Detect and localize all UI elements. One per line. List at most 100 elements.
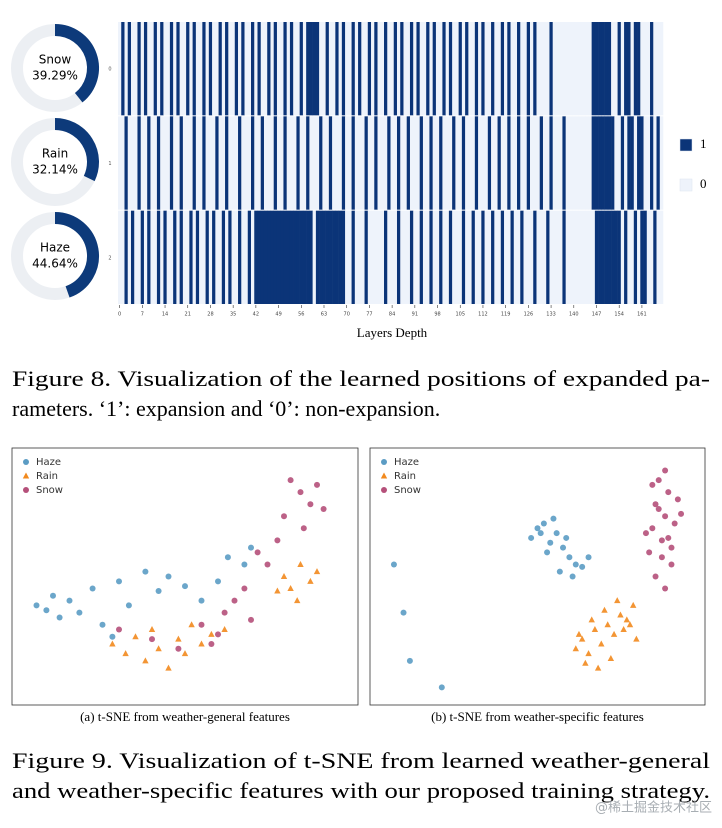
heatmap-cell — [637, 116, 641, 210]
heatmap-cell — [474, 116, 479, 210]
heatmap-cell — [309, 116, 313, 210]
heatmap-cell — [267, 210, 271, 304]
heatmap-cell — [396, 22, 401, 116]
heatmap-cell — [565, 22, 570, 116]
heatmap-cell — [286, 22, 291, 116]
heatmap-cell — [189, 210, 193, 304]
heatmap-cell — [299, 210, 304, 304]
heatmap-cell — [419, 210, 424, 304]
heatmap-cell — [315, 116, 320, 210]
point — [665, 489, 672, 496]
heatmap-cell — [555, 116, 560, 210]
heatmap-cell — [611, 210, 615, 304]
heatmap-cell — [267, 22, 271, 116]
heatmap-cell — [241, 116, 245, 210]
point — [547, 539, 554, 546]
heatmap-cell — [630, 210, 635, 304]
heatmap-cell — [124, 210, 129, 304]
point — [241, 585, 248, 592]
point — [642, 530, 649, 537]
heatmap-cell — [312, 116, 317, 210]
point — [633, 635, 640, 642]
point — [646, 549, 653, 556]
heatmap-cell — [452, 22, 456, 116]
point — [208, 630, 215, 637]
point — [658, 554, 665, 561]
donut-label: Snow — [39, 53, 72, 67]
heatmap-cell — [513, 116, 518, 210]
heatmap-cell — [348, 116, 352, 210]
heatmap-cell — [549, 116, 554, 210]
point — [22, 472, 30, 479]
heatmap-cell — [497, 210, 502, 304]
heatmap-cell — [215, 22, 219, 116]
heatmap-cell — [147, 22, 151, 116]
heatmap-cell — [607, 22, 612, 116]
heatmap-cell — [630, 116, 635, 210]
heatmap-cell — [289, 210, 294, 304]
heatmap-cell — [238, 210, 242, 304]
heatmap-cell — [507, 22, 511, 116]
heatmap-cell — [442, 116, 446, 210]
heatmap-cell — [202, 22, 206, 116]
heatmap-cell — [546, 22, 550, 116]
legend-label: Haze — [36, 457, 61, 468]
heatmap-cell — [598, 116, 602, 210]
heatmap-cell — [238, 116, 242, 210]
legend-swatch — [679, 178, 693, 192]
point — [297, 560, 304, 567]
watermark: @稀土掘金技术社区 — [595, 800, 712, 816]
heatmap-cell — [153, 22, 158, 116]
heatmap-cell — [523, 116, 528, 210]
heatmap-cell — [650, 22, 654, 116]
heatmap-cell — [439, 116, 443, 210]
heatmap-cell — [341, 22, 346, 116]
heatmap-cell — [390, 210, 395, 304]
heatmap-cell — [173, 210, 177, 304]
heatmap-cell — [390, 116, 395, 210]
heatmap-cell — [432, 210, 437, 304]
point — [99, 621, 106, 628]
heatmap-cell — [494, 116, 498, 210]
donut-label: Rain — [42, 147, 68, 161]
heatmap-cell — [338, 22, 343, 116]
caption-line: and weather-specific features with our p… — [12, 778, 710, 803]
point — [248, 616, 254, 623]
heatmap-cell — [309, 210, 313, 304]
heatmap-cell — [186, 116, 190, 210]
point — [198, 640, 205, 647]
heatmap-cell — [208, 22, 213, 116]
heatmap-cell — [659, 116, 664, 210]
heatmap-cell — [468, 210, 472, 304]
heatmap-cell — [455, 116, 459, 210]
heatmap-cell — [581, 22, 586, 116]
heatmap-cell — [445, 116, 450, 210]
heatmap-cell — [322, 22, 326, 116]
heatmap-cell — [640, 22, 644, 116]
heatmap-cell — [354, 210, 359, 304]
heatmap-cell — [542, 22, 547, 116]
point — [537, 530, 544, 537]
heatmap-cell — [448, 210, 453, 304]
heatmap-cell — [575, 116, 579, 210]
heatmap-cell — [361, 116, 365, 210]
point — [132, 633, 139, 640]
heatmap-cell — [166, 116, 171, 210]
heatmap-cell — [212, 116, 216, 210]
heatmap-cell — [283, 210, 287, 304]
heatmap-cell — [585, 22, 589, 116]
heatmap-cell — [572, 22, 576, 116]
heatmap-cell — [539, 22, 544, 116]
heatmap-cell — [494, 210, 498, 304]
scatter-panel: Haze Rain Snow — [11, 447, 359, 706]
heatmap-cell — [361, 210, 365, 304]
heatmap-cell — [400, 210, 404, 304]
point — [630, 601, 637, 608]
heatmap-cell — [163, 22, 167, 116]
heatmap-cell — [484, 22, 489, 116]
heatmap-cell — [396, 210, 401, 304]
heatmap-cell — [251, 116, 255, 210]
heatmap-cell — [432, 116, 437, 210]
point — [320, 506, 327, 513]
heatmap-cell — [380, 210, 385, 304]
